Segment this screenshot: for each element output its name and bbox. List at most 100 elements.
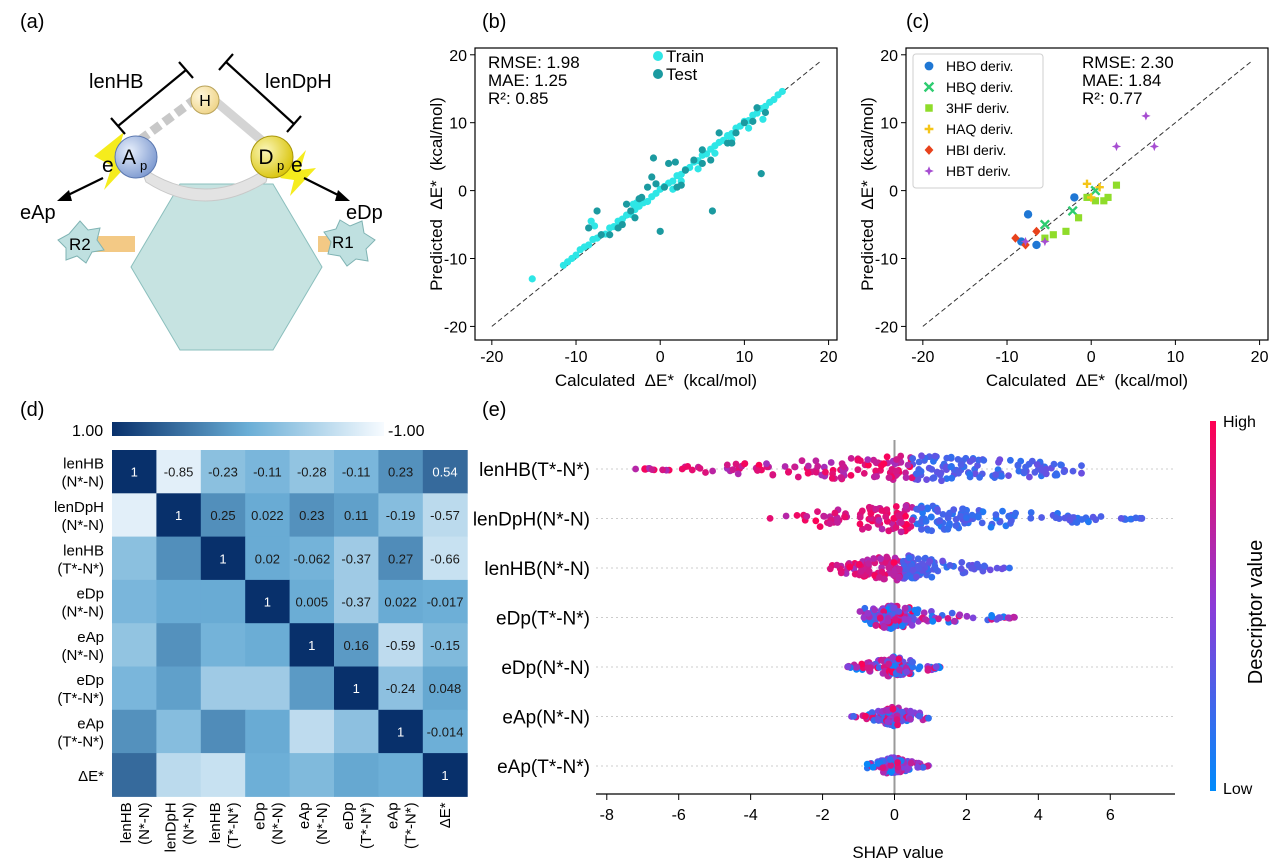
shap-point (884, 617, 892, 625)
heatmap-cell (245, 666, 291, 711)
shap-point (890, 559, 898, 566)
shap-point (943, 454, 951, 462)
heatmap-row-labels: lenHB(N*-N)lenDpH(N*-N)lenHB(T*-N*)eDp(N… (54, 456, 104, 785)
substituent-bar-left (95, 236, 135, 252)
shap-point (908, 474, 916, 482)
heatmap-row-label: eDp (76, 672, 104, 689)
shap-x-tick-label: -4 (744, 807, 758, 824)
shap-point (723, 461, 731, 469)
shap-point (696, 465, 704, 472)
legend-label-hbi: HBI deriv. (946, 142, 1006, 158)
shap-feature-label: eDp(N*-N) (501, 658, 590, 679)
legend-marker-haq (924, 124, 934, 134)
x-tick-label: -20 (480, 349, 503, 366)
shap-point (915, 458, 923, 466)
shap-point (754, 467, 761, 474)
heatmap-row-label: lenHB (63, 456, 104, 473)
shap-point (915, 665, 922, 673)
shap-point (850, 712, 857, 720)
shap-point (648, 466, 656, 473)
heatmap-value-label: 0.022 (384, 595, 417, 610)
shap-point (902, 502, 910, 510)
heatmap-cell (334, 709, 379, 754)
shap-feature-label: lenDpH(N*-N) (473, 510, 590, 531)
data-point-hbt (1111, 141, 1122, 152)
data-point-test (593, 207, 601, 215)
heatmap-col-label: (N*-N) (181, 802, 198, 845)
x-tick-label: -10 (564, 349, 587, 366)
data-point-hbo (1070, 193, 1079, 202)
shap-point (875, 664, 883, 671)
heatmap-value-label: 1 (175, 508, 182, 523)
x-tick-label: 10 (1166, 349, 1184, 366)
y-tick-label: 0 (889, 184, 898, 201)
edp-arrowhead (335, 190, 350, 201)
shap-point (909, 455, 917, 462)
heatmap-row-label: eAp (77, 715, 104, 732)
shap-point (864, 610, 872, 617)
shap-point (861, 604, 869, 612)
shap-point (1033, 461, 1041, 468)
heatmap-cell (422, 493, 468, 538)
shap-point (887, 768, 895, 776)
bolt-left (94, 132, 132, 190)
shap-point (908, 622, 916, 629)
shap-point (812, 457, 820, 465)
shap-point (928, 573, 936, 581)
heatmap-col-label: lenHB (118, 802, 135, 843)
stat-r2-b: R²: 0.85 (488, 89, 548, 108)
data-point-test (749, 117, 757, 125)
heatmap-row-label: (N*-N) (62, 517, 105, 534)
shap-point (938, 477, 945, 485)
shap-point (883, 506, 891, 514)
shap-point (804, 462, 812, 470)
heatmap-value-label: -0.57 (430, 508, 460, 523)
shap-point (1014, 461, 1022, 469)
heatmap-cell (422, 753, 468, 797)
shap-point (844, 663, 852, 670)
shap-point (734, 470, 742, 478)
shap-point (914, 555, 922, 563)
shap-point (856, 513, 864, 521)
shap-point (915, 564, 922, 572)
heatmap-value-label: -0.37 (341, 595, 371, 610)
data-point-train (770, 96, 778, 104)
heatmap-cell (289, 709, 335, 754)
y-tick-label: -10 (875, 252, 898, 269)
shap-point (901, 604, 909, 612)
data-point-test (585, 224, 593, 232)
heatmap-cell (112, 753, 157, 797)
shap-point (922, 616, 929, 623)
data-point-test (648, 173, 656, 181)
y-tick-label: 20 (449, 48, 467, 65)
shap-point (954, 456, 962, 463)
heatmap-row-label: lenHB (63, 542, 104, 559)
shap-point (1066, 516, 1074, 524)
eap-label: eAp (20, 202, 56, 224)
heatmap-cell (378, 709, 424, 754)
heatmap-value-label: -0.15 (430, 638, 460, 653)
shap-point (856, 608, 864, 615)
shap-x-tick-label: -2 (815, 807, 829, 824)
shap-point (901, 616, 909, 623)
data-point-train (590, 222, 599, 230)
atom-dp (250, 135, 294, 179)
data-point-test (677, 181, 685, 189)
shap-point (856, 520, 864, 528)
data-point-hbt (1141, 111, 1151, 121)
x-tick-label: 0 (1087, 349, 1096, 366)
data-point-train (711, 149, 719, 157)
panel-label-a: (a) (20, 11, 44, 33)
data-point-hbt (1040, 236, 1050, 247)
shap-point (1026, 473, 1033, 481)
ylabel-c: Predicted ΔE* (kcal/mol) (858, 97, 877, 291)
shap-point (911, 606, 919, 614)
shap-point (755, 461, 763, 469)
shap-point (979, 508, 987, 516)
shap-point (963, 612, 971, 620)
heatmap-col-label: eDp (340, 802, 357, 830)
data-point-test (622, 200, 631, 208)
heatmap-cell (156, 709, 202, 754)
shap-point (939, 557, 946, 565)
shap-point (826, 565, 834, 573)
